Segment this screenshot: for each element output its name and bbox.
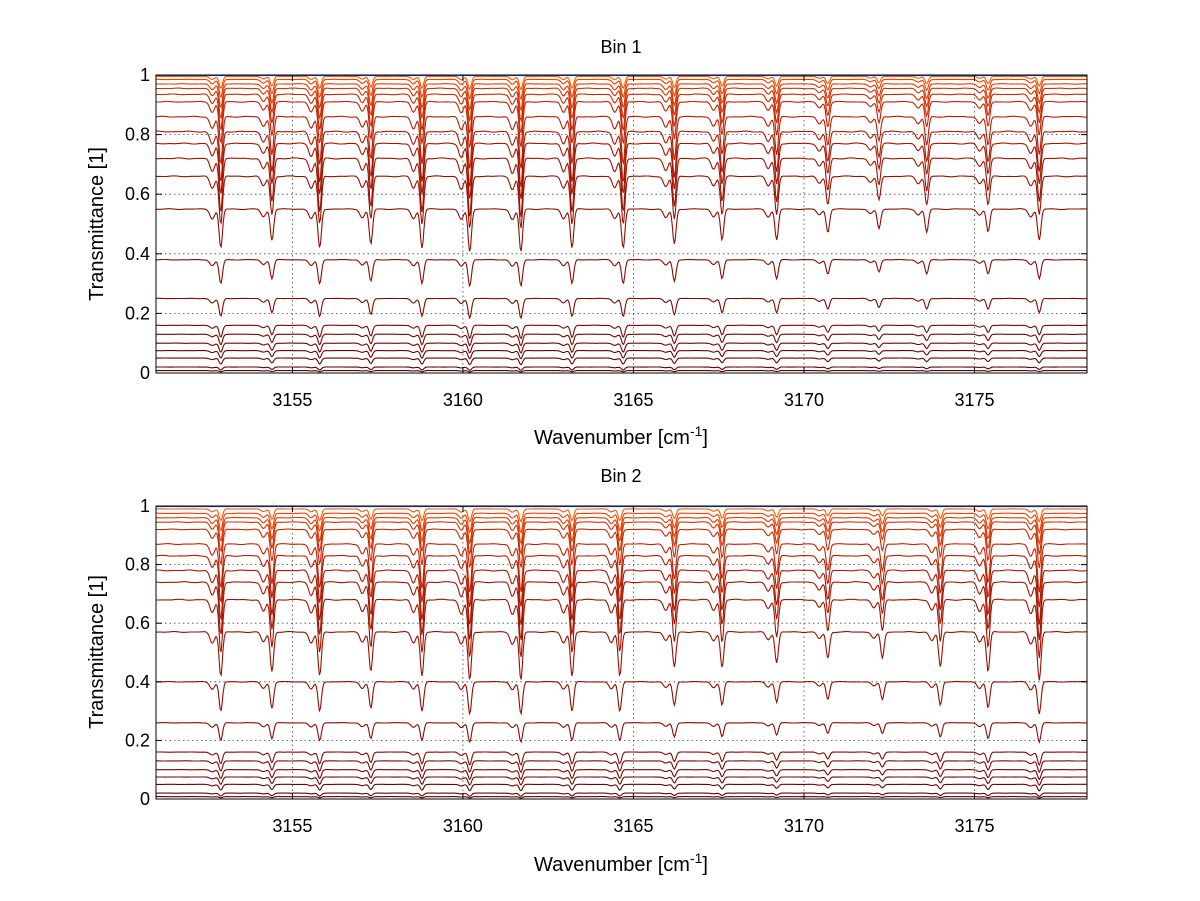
series-line [156,569,1087,625]
y-tick-label: 1 [140,65,150,85]
series-line [156,297,1087,320]
series-line [156,631,1087,681]
y-tick-label: 0.2 [125,303,150,323]
series-line [156,528,1087,569]
series-line [156,554,1087,608]
y-tick-label: 1 [140,496,150,516]
x-axis-ticks: 3155 3160 3165 3170 3175 [272,506,994,836]
y-tick-label: 0.8 [125,555,150,575]
x-axis-label-main: Wavenumber [cm [534,427,690,449]
x-tick-label: 3155 [272,816,312,836]
y-axis-ticks: 0 0.2 0.4 0.6 0.8 1 [125,496,1087,809]
y-axis-label: Transmittance [1] [86,147,108,301]
x-tick-label: 3170 [784,390,824,410]
series-line [156,760,1087,774]
x-axis-label-superscript: -1 [690,423,703,439]
series-line [156,680,1087,716]
series-line [156,324,1087,340]
series-line [156,175,1087,229]
series-line [156,83,1087,112]
y-tick-label: 0.6 [125,613,150,633]
y-tick-label: 0 [140,363,150,383]
series-line [156,751,1087,767]
grid-lines [156,75,1087,373]
x-tick-label: 3155 [272,390,312,410]
series-group [156,506,1087,799]
series-line [156,342,1087,354]
chart-panel-bin-2: Bin 2 3155 3160 3165 3170 3175 0 0.2 0.4 0.6 0.8… [86,466,1088,876]
series-line [156,508,1087,523]
series-line [156,516,1087,546]
x-tick-label: 3165 [613,816,653,836]
series-line [156,792,1087,798]
x-axis-label: Wavenumber [cm-1] [534,850,708,876]
series-line [156,78,1087,101]
series-line [156,796,1087,799]
series-line [156,543,1087,593]
series-line [156,512,1087,535]
y-tick-label: 0.2 [125,730,150,750]
series-line [156,783,1087,792]
series-line [156,598,1087,659]
series-line [156,521,1087,557]
x-tick-label: 3170 [784,816,824,836]
y-tick-label: 0.4 [125,672,150,692]
series-line [156,333,1087,347]
series-line [156,370,1087,373]
x-axis-ticks: 3155 3160 3165 3170 3175 [272,75,994,410]
chart-title: Bin 1 [600,37,641,57]
series-line [156,776,1087,786]
chart-panel-bin-1: Bin 1 3155 3160 3165 3170 3175 0 0.2 0.4 0.6 0.8… [86,37,1088,449]
x-tick-label: 3160 [443,390,483,410]
x-tick-label: 3160 [443,816,483,836]
series-line [156,115,1087,169]
series-line [156,769,1087,781]
series-line [156,258,1087,288]
x-axis-label-end: ] [702,854,708,876]
x-tick-label: 3175 [954,390,994,410]
x-axis-label: Wavenumber [cm-1] [534,423,708,449]
x-axis-label-superscript: -1 [690,850,703,866]
grid-lines [156,506,1087,799]
series-line [156,142,1087,200]
y-tick-label: 0.8 [125,125,150,145]
y-axis-label: Transmittance [1] [86,575,108,729]
series-line [156,87,1087,123]
series-line [156,93,1087,134]
y-axis-ticks: 0 0.2 0.4 0.6 0.8 1 [125,65,1087,383]
series-line [156,130,1087,188]
chart-title: Bin 2 [600,466,641,486]
series-line [156,100,1087,148]
series-line [156,208,1087,252]
series-line [156,366,1087,371]
x-axis-label-main: Wavenumber [cm [534,854,690,876]
x-tick-label: 3165 [613,390,653,410]
y-tick-label: 0 [140,789,150,809]
plot-area-frame [155,74,1088,374]
series-line [156,581,1087,641]
y-tick-label: 0.6 [125,184,150,204]
series-group [156,75,1087,373]
series-line [156,157,1087,217]
x-axis-label-end: ] [702,427,708,449]
series-line [156,75,1087,91]
plot-area-frame [155,505,1088,800]
x-tick-label: 3175 [954,816,994,836]
y-tick-label: 0.4 [125,244,150,264]
series-line [156,350,1087,360]
series-line [156,722,1087,744]
series-line [156,357,1087,366]
